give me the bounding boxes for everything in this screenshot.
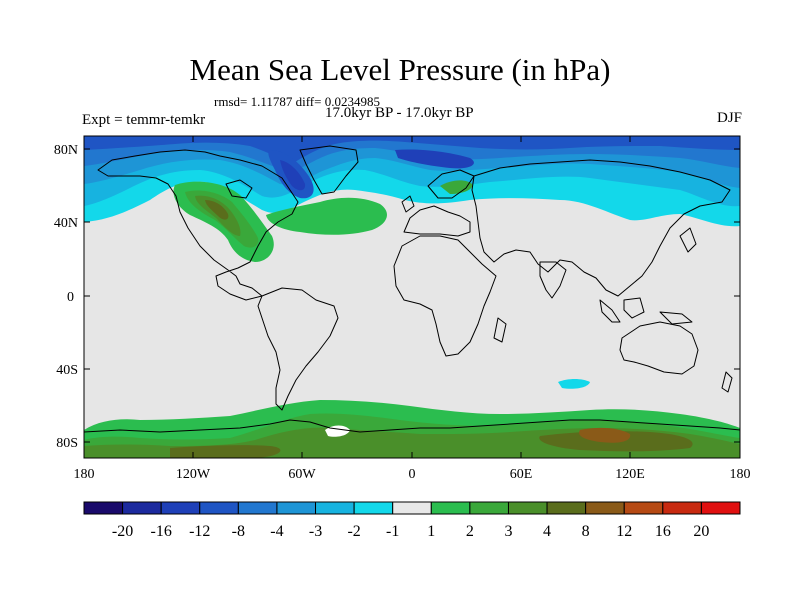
lon-label: 0 [409, 467, 416, 482]
india-coast [539, 261, 567, 299]
colorbar-swatch [315, 501, 355, 515]
australia-coast [619, 321, 699, 375]
lat-label: 40S [56, 363, 78, 378]
season-label: DJF [716, 110, 742, 126]
colorbar-swatch [469, 501, 509, 515]
asia-coast [471, 159, 731, 297]
borneo-coast [623, 297, 645, 319]
colorbar-label: 12 [616, 523, 632, 540]
colorbar [83, 501, 741, 515]
colorbar-label: -1 [386, 523, 399, 540]
africa-coast [393, 235, 497, 357]
lon-label: 120W [176, 467, 211, 482]
colorbar-swatch [160, 501, 201, 515]
colorbar-swatch [83, 501, 124, 515]
colorbar-label: 20 [693, 523, 709, 540]
lon-label: 180 [730, 467, 751, 482]
colorbar-label: -20 [112, 523, 133, 540]
japan-coast [679, 227, 697, 253]
latitude-tick-marks [84, 148, 740, 443]
colorbar-label: 16 [655, 523, 671, 540]
greenland-coast [299, 145, 359, 195]
lon-label: 120E [615, 467, 645, 482]
lat-label: 80S [56, 436, 78, 451]
colorbar-swatch [122, 501, 162, 515]
colorbar-swatch [276, 501, 317, 515]
south-america-coast [257, 287, 339, 411]
colorbar-label: -12 [189, 523, 210, 540]
experiment-label: Expt = temmr-temkr [82, 112, 206, 128]
colorbar-label: -16 [151, 523, 172, 540]
colorbar-swatch [585, 501, 625, 515]
coastlines [84, 145, 740, 433]
colorbar-swatch [546, 501, 587, 515]
colorbar-swatch [623, 501, 664, 515]
lat-label: 40N [54, 216, 78, 231]
colorbar-label: -8 [232, 523, 245, 540]
sumatra-coast [599, 299, 621, 323]
northern-high-pressure-field [173, 180, 473, 262]
northern-low-pressure-field [84, 136, 740, 227]
period-label: 17.0kyr BP - 17.0kyr BP [325, 105, 474, 121]
new-zealand-coast [721, 371, 733, 393]
colorbar-swatch [507, 501, 548, 515]
lat-label: 80N [54, 143, 78, 158]
colorbar-swatch [237, 501, 278, 515]
colorbar-label: -4 [270, 523, 283, 540]
europe-coast [403, 205, 471, 237]
colorbar-label: -2 [347, 523, 360, 540]
madagascar-coast [493, 317, 507, 343]
colorbar-swatch [392, 501, 432, 515]
latitude-labels: 80N 40N 0 40S 80S [54, 143, 78, 451]
new-guinea-coast [659, 311, 693, 325]
antarctica-coast [84, 419, 740, 433]
lon-label: 60W [288, 467, 316, 482]
colorbar-swatch [662, 501, 702, 515]
lat-label: 0 [67, 290, 74, 305]
colorbar-label: 3 [504, 523, 512, 540]
north-america-coast [97, 149, 299, 301]
colorbar-swatch [700, 501, 741, 515]
scandinavia-coast [427, 169, 475, 199]
colorbar-label: 8 [582, 523, 590, 540]
longitude-labels: 180 120W 60W 0 60E 120E 180 [74, 467, 751, 482]
map-title: Mean Sea Level Pressure (in hPa) [189, 52, 611, 87]
hudson-bay-coast [225, 179, 253, 199]
colorbar-label: 2 [466, 523, 474, 540]
colorbar-labels: -20 -16 -12 -8 -4 -3 -2 -1 1 2 3 4 8 12 16 20 [112, 523, 709, 540]
colorbar-label: 1 [427, 523, 435, 540]
colorbar-swatch [430, 501, 471, 515]
stats-text: rmsd= 1.11787 diff= 0.0234985 [214, 94, 380, 109]
colorbar-label: 4 [543, 523, 551, 540]
lon-label: 60E [510, 467, 533, 482]
british-isles-coast [401, 195, 415, 213]
colorbar-label: -3 [309, 523, 322, 540]
colorbar-swatch [353, 501, 394, 515]
lon-label: 180 [74, 467, 95, 482]
longitude-tick-marks [192, 136, 631, 458]
colorbar-swatch [199, 501, 239, 515]
map-panel [84, 136, 740, 458]
